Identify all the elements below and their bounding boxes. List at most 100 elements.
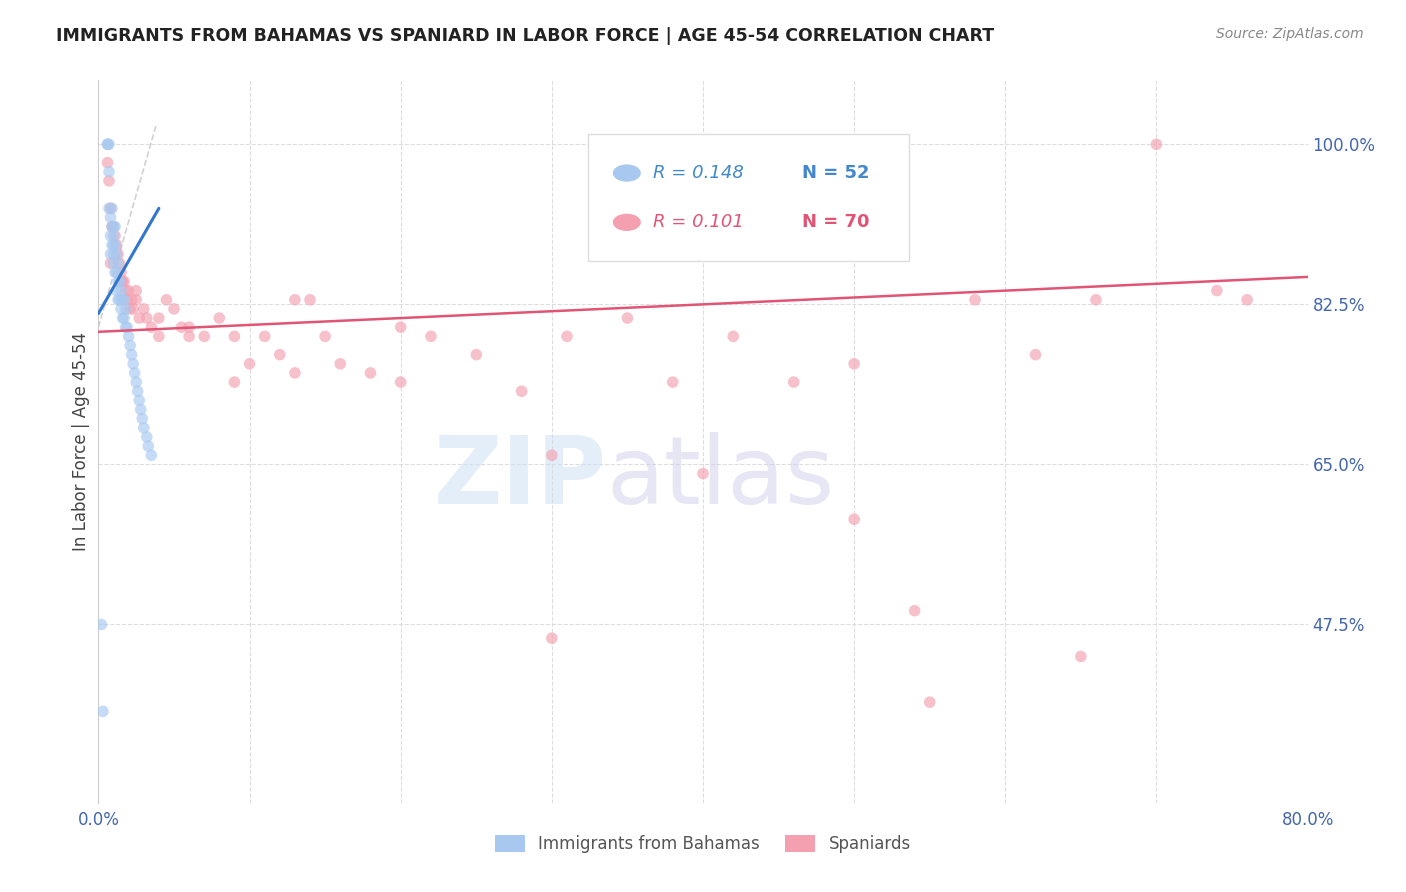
Text: atlas: atlas	[606, 432, 835, 524]
Point	[114, 301, 136, 316]
Point	[163, 301, 186, 316]
Point	[107, 256, 129, 270]
Point	[108, 275, 131, 289]
Point	[208, 311, 231, 326]
Point	[122, 357, 145, 371]
Point	[107, 247, 129, 261]
Point	[103, 219, 125, 234]
Point	[104, 228, 127, 243]
Point	[90, 617, 112, 632]
Point	[104, 265, 127, 279]
Point	[98, 165, 121, 179]
Point	[98, 174, 121, 188]
Point	[108, 256, 131, 270]
Point	[224, 329, 246, 343]
Point	[844, 357, 866, 371]
Point	[118, 329, 141, 343]
Y-axis label: In Labor Force | Age 45-54: In Labor Force | Age 45-54	[72, 332, 90, 551]
Circle shape	[613, 214, 640, 230]
Point	[114, 320, 136, 334]
Point	[111, 293, 134, 307]
Point	[115, 320, 138, 334]
Point	[101, 219, 124, 234]
Text: N = 70: N = 70	[803, 213, 870, 231]
FancyBboxPatch shape	[588, 135, 908, 260]
Point	[107, 293, 129, 307]
Point	[136, 439, 159, 453]
Legend: Immigrants from Bahamas, Spaniards: Immigrants from Bahamas, Spaniards	[488, 828, 918, 860]
Point	[465, 348, 488, 362]
Point	[420, 329, 443, 343]
Point	[141, 320, 163, 334]
Point	[141, 448, 163, 462]
Point	[692, 467, 714, 481]
Point	[91, 704, 114, 718]
Point	[100, 256, 122, 270]
Point	[124, 366, 146, 380]
Point	[103, 228, 125, 243]
Point	[114, 284, 136, 298]
Point	[101, 219, 124, 234]
Point	[179, 329, 201, 343]
Point	[105, 284, 128, 298]
Point	[110, 301, 132, 316]
Point	[148, 311, 170, 326]
Point	[129, 402, 152, 417]
Point	[96, 137, 118, 152]
Point	[224, 375, 246, 389]
Point	[155, 293, 177, 307]
Point	[103, 256, 125, 270]
Point	[1236, 293, 1258, 307]
Point	[135, 430, 157, 444]
Text: IMMIGRANTS FROM BAHAMAS VS SPANIARD IN LABOR FORCE | AGE 45-54 CORRELATION CHART: IMMIGRANTS FROM BAHAMAS VS SPANIARD IN L…	[56, 27, 994, 45]
Point	[1024, 348, 1046, 362]
Point	[299, 293, 322, 307]
Point	[555, 329, 578, 343]
Point	[121, 293, 143, 307]
Point	[125, 293, 148, 307]
Point	[110, 284, 132, 298]
Point	[965, 293, 987, 307]
Point	[170, 320, 193, 334]
Point	[540, 631, 562, 645]
Point	[112, 311, 135, 326]
Point	[329, 357, 352, 371]
Point	[104, 219, 127, 234]
Text: N = 52: N = 52	[803, 164, 870, 182]
Point	[661, 375, 683, 389]
Point	[904, 604, 927, 618]
Text: R = 0.148: R = 0.148	[654, 164, 744, 182]
Point	[98, 137, 121, 152]
Point	[104, 238, 127, 252]
Point	[131, 411, 153, 425]
Point	[110, 275, 132, 289]
Text: Source: ZipAtlas.com: Source: ZipAtlas.com	[1216, 27, 1364, 41]
Point	[616, 311, 638, 326]
Point	[314, 329, 336, 343]
Point	[112, 293, 135, 307]
Point	[1144, 137, 1167, 152]
Point	[121, 348, 143, 362]
Point	[103, 238, 125, 252]
Point	[101, 238, 124, 252]
Point	[100, 211, 122, 225]
Point	[105, 265, 128, 279]
Text: ZIP: ZIP	[433, 432, 606, 524]
Point	[389, 375, 412, 389]
Point	[108, 293, 131, 307]
Text: R = 0.101: R = 0.101	[654, 213, 744, 231]
Point	[269, 348, 291, 362]
Point	[115, 293, 138, 307]
Point	[100, 228, 122, 243]
Circle shape	[613, 165, 640, 181]
Point	[128, 311, 150, 326]
Point	[110, 265, 132, 279]
Point	[122, 301, 145, 316]
Point	[132, 421, 155, 435]
Point	[1206, 284, 1229, 298]
Point	[118, 284, 141, 298]
Point	[844, 512, 866, 526]
Point	[918, 695, 941, 709]
Point	[510, 384, 533, 399]
Point	[127, 384, 149, 399]
